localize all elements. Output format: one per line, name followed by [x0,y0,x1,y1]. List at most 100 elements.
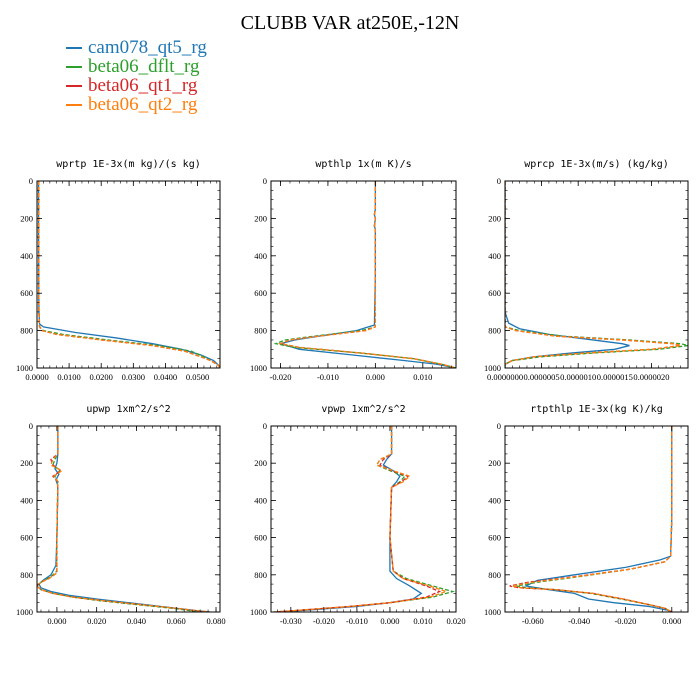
y-tick-label: 1000 [484,607,501,617]
y-tick-label: 1000 [16,363,33,373]
x-tick-label: -0.010 [317,372,339,382]
x-tick-label: 0.0500 [186,372,209,382]
y-tick-label: 400 [488,495,501,505]
y-tick-label: 0 [29,176,33,186]
series-line-beta06_qt1_rg [37,426,207,612]
x-tick-label: -0.060 [522,616,544,626]
x-tick-label: 0.0000010 [560,372,596,382]
series-group [37,426,211,612]
y-tick-label: 800 [20,326,33,336]
x-tick-label: 0.0400 [154,372,177,382]
y-tick-label: 800 [488,570,501,580]
series-line-beta06_dflt_rg [516,426,673,612]
x-tick-label: 0.000 [662,616,681,626]
y-tick-label: 0 [263,421,267,431]
panel-title: wprtp 1E-3x(m kg)/(s kg) [56,159,201,170]
series-line-cam078_qt5_rg [37,181,220,368]
y-tick-label: 0 [497,176,501,186]
panel-title: rtpthlp 1E-3x(kg K)/kg [530,404,662,415]
legend: cam078_qt5_rg beta06_dflt_rg beta06_qt1_rg… [66,36,207,115]
panel-3: wprcp 1E-3x(m/s) (kg/kg) 0 200 400 600 800 100… [484,159,689,382]
x-tick-label: 0.0200 [90,372,113,382]
y-tick-label: 200 [20,213,33,223]
y-tick-label: 400 [254,495,267,505]
x-tick-label: 0.020 [446,616,465,626]
series-line-beta06_qt2_rg [37,426,211,612]
plot-frame [504,425,689,613]
x-tick-label: 0.0000000 [487,372,523,382]
series-group [274,426,456,612]
series-group [509,426,673,612]
series-line-beta06_dflt_rg [37,181,220,368]
y-tick-label: 400 [488,251,501,261]
y-tick-label: 1000 [484,363,501,373]
x-tick-label: 0.060 [167,616,186,626]
legend-line-swatch [66,65,82,68]
series-line-beta06_dflt_rg [274,426,456,612]
series-line-cam078_qt5_rg [523,426,673,612]
x-tick-label: -0.030 [280,616,302,626]
series-line-beta06_qt2_rg [278,181,456,368]
series-line-cam078_qt5_rg [38,426,211,612]
legend-line-swatch [66,84,82,87]
y-tick-label: 0 [29,421,33,431]
legend-label: beta06_dflt_rg [88,55,200,77]
series-group [37,181,220,368]
legend-label: cam078_qt5_rg [88,36,207,58]
series-line-beta06_dflt_rg [273,181,456,368]
legend-entry: beta06_qt2_rg [66,93,207,115]
x-tick-label: 0.040 [127,616,146,626]
series-line-beta06_qt1_rg [509,426,673,612]
x-tick-label: 0.000 [47,616,66,626]
x-tick-label: 0.0100 [57,372,80,382]
y-tick-label: 400 [20,251,33,261]
y-tick-label: 1000 [16,607,33,617]
y-tick-label: 200 [254,213,267,223]
y-tick-label: 800 [254,570,267,580]
legend-entry: beta06_dflt_rg [66,55,207,77]
y-tick-label: 600 [488,288,501,298]
legend-label: beta06_qt1_rg [88,74,198,96]
legend-label: beta06_qt2_rg [88,93,198,115]
y-tick-label: 600 [20,288,33,298]
panel-5: vpwp 1xm^2/s^2 0 200 400 600 800 1000 -0.030 -0.… [250,404,466,626]
y-tick-label: 200 [20,458,33,468]
legend-entry: beta06_qt1_rg [66,74,207,96]
y-tick-label: 400 [20,495,33,505]
x-tick-label: 0.0000020 [633,372,669,382]
y-tick-label: 0 [497,421,501,431]
legend-line-swatch [66,103,82,106]
x-tick-label: -0.020 [270,372,292,382]
legend-entry: cam078_qt5_rg [66,36,207,58]
x-tick-label: 0.0000005 [524,372,560,382]
y-tick-label: 1000 [250,363,267,373]
series-line-beta06_qt2_rg [505,181,681,368]
series-line-beta06_dflt_rg [37,426,201,612]
x-tick-label: -0.010 [346,616,368,626]
panel-4: upwp 1xm^2/s^2 0 200 400 600 800 1000 0.000 0.02… [16,404,226,626]
series-line-beta06_qt1_rg [278,181,456,368]
y-tick-label: 1000 [250,607,267,617]
series-group [505,181,688,368]
plot-frame [36,425,221,613]
y-tick-label: 600 [254,288,267,298]
panel-title: wprcp 1E-3x(m/s) (kg/kg) [524,159,669,170]
series-line-beta06_qt2_rg [37,181,220,368]
y-tick-label: 800 [488,326,501,336]
panel-1: wprtp 1E-3x(m kg)/(s kg) 0 200 400 600 800 100… [16,159,221,382]
x-tick-label: 0.0000 [25,372,48,382]
x-tick-label: 0.000 [366,372,385,382]
y-tick-label: 800 [20,570,33,580]
panel-title: vpwp 1xm^2/s^2 [321,404,405,415]
x-tick-label: -0.020 [313,616,335,626]
figure-title: CLUBB VAR at250E,-12N [240,12,460,34]
y-tick-label: 600 [20,533,33,543]
y-tick-label: 800 [254,326,267,336]
legend-line-swatch [66,46,82,49]
series-line-beta06_qt2_rg [274,426,449,612]
x-tick-label: -0.020 [614,616,636,626]
y-tick-label: 600 [254,533,267,543]
x-tick-label: 0.010 [413,372,432,382]
x-tick-label: 0.0000015 [597,372,633,382]
